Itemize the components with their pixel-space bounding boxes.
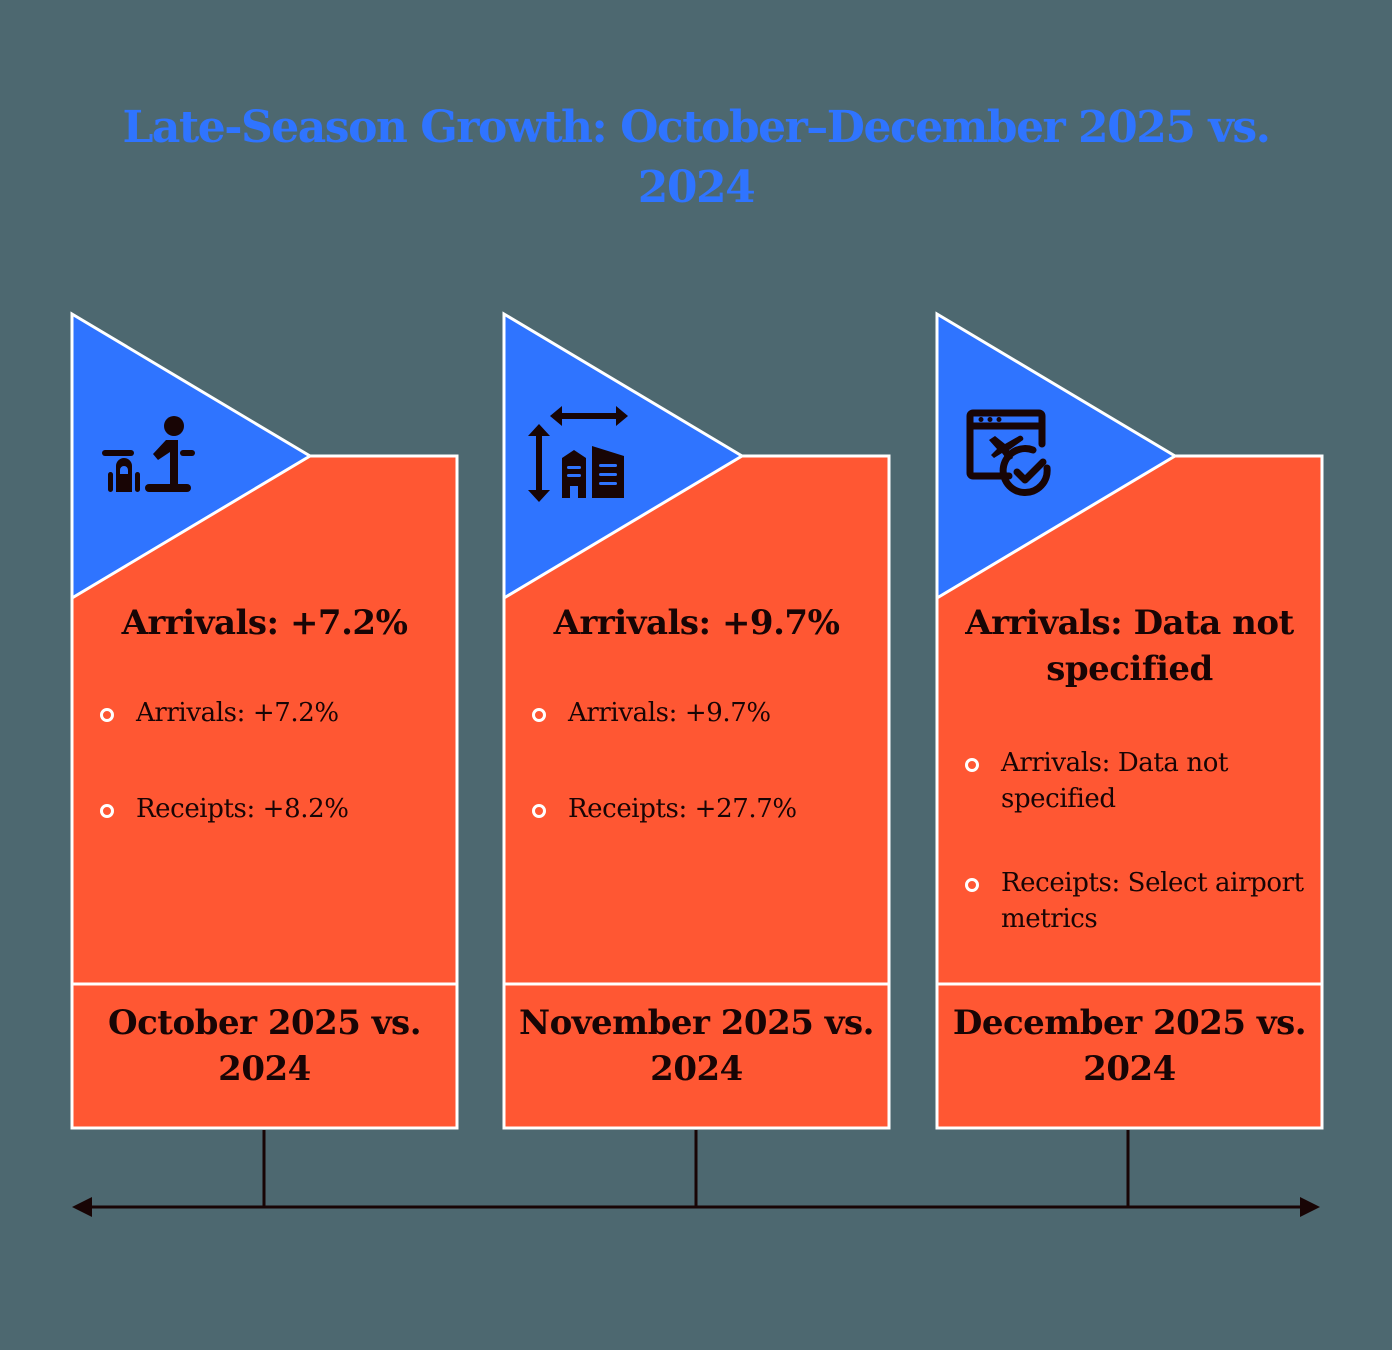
card-headline: Arrivals: +9.7% xyxy=(553,603,840,643)
period-label: October 2025 vs. 2024 xyxy=(107,1003,422,1089)
bullet-ring-icon xyxy=(965,758,979,772)
arrow-left-icon xyxy=(72,1197,92,1217)
title-line-2: 2024 xyxy=(637,162,756,213)
bullet-ring-icon xyxy=(100,708,114,722)
period-label: December 2025 vs. 2024 xyxy=(952,1003,1307,1089)
traveler-luggage-icon xyxy=(102,416,195,492)
bullet-ring-icon xyxy=(532,708,546,722)
card-shape xyxy=(935,311,1324,1130)
metric-item: Receipts: +8.2% xyxy=(100,791,440,827)
metric-list: Arrivals: Data not specified Receipts: S… xyxy=(965,745,1305,937)
title-line-1: Late-Season Growth: October–December 202… xyxy=(122,102,1271,153)
bullet-ring-icon xyxy=(100,804,114,818)
metric-item: Arrivals: +9.7% xyxy=(532,695,872,731)
card-headline: Arrivals: +7.2% xyxy=(121,603,408,643)
bullet-ring-icon xyxy=(965,878,979,892)
metric-item: Arrivals: Data not specified xyxy=(965,745,1305,817)
bullet-ring-icon xyxy=(532,804,546,818)
metric-list: Arrivals: +9.7% Receipts: +27.7% xyxy=(532,695,872,827)
metric-item: Receipts: +27.7% xyxy=(532,791,872,827)
flight-booking-confirmed-icon xyxy=(966,409,1051,497)
metric-item: Receipts: Select airport metrics xyxy=(965,865,1305,937)
page-title: Late-Season Growth: October–December 202… xyxy=(0,98,1392,218)
metric-item: Arrivals: +7.2% xyxy=(100,695,440,731)
arrow-right-icon xyxy=(1300,1197,1320,1217)
city-buildings-dimensions-icon xyxy=(528,406,628,502)
metric-list: Arrivals: +7.2% Receipts: +8.2% xyxy=(100,695,440,827)
timeline-card-december: Arrivals: Data not specified Arrivals: D… xyxy=(935,310,1324,1130)
timeline-card-november: Arrivals: +9.7% Arrivals: +9.7% Receipts… xyxy=(502,310,891,1130)
period-label: November 2025 vs. 2024 xyxy=(519,1003,874,1089)
timeline-card-october: Arrivals: +7.2% Arrivals: +7.2% Receipts… xyxy=(70,310,459,1130)
card-headline: Arrivals: Data not specified xyxy=(965,603,1294,689)
